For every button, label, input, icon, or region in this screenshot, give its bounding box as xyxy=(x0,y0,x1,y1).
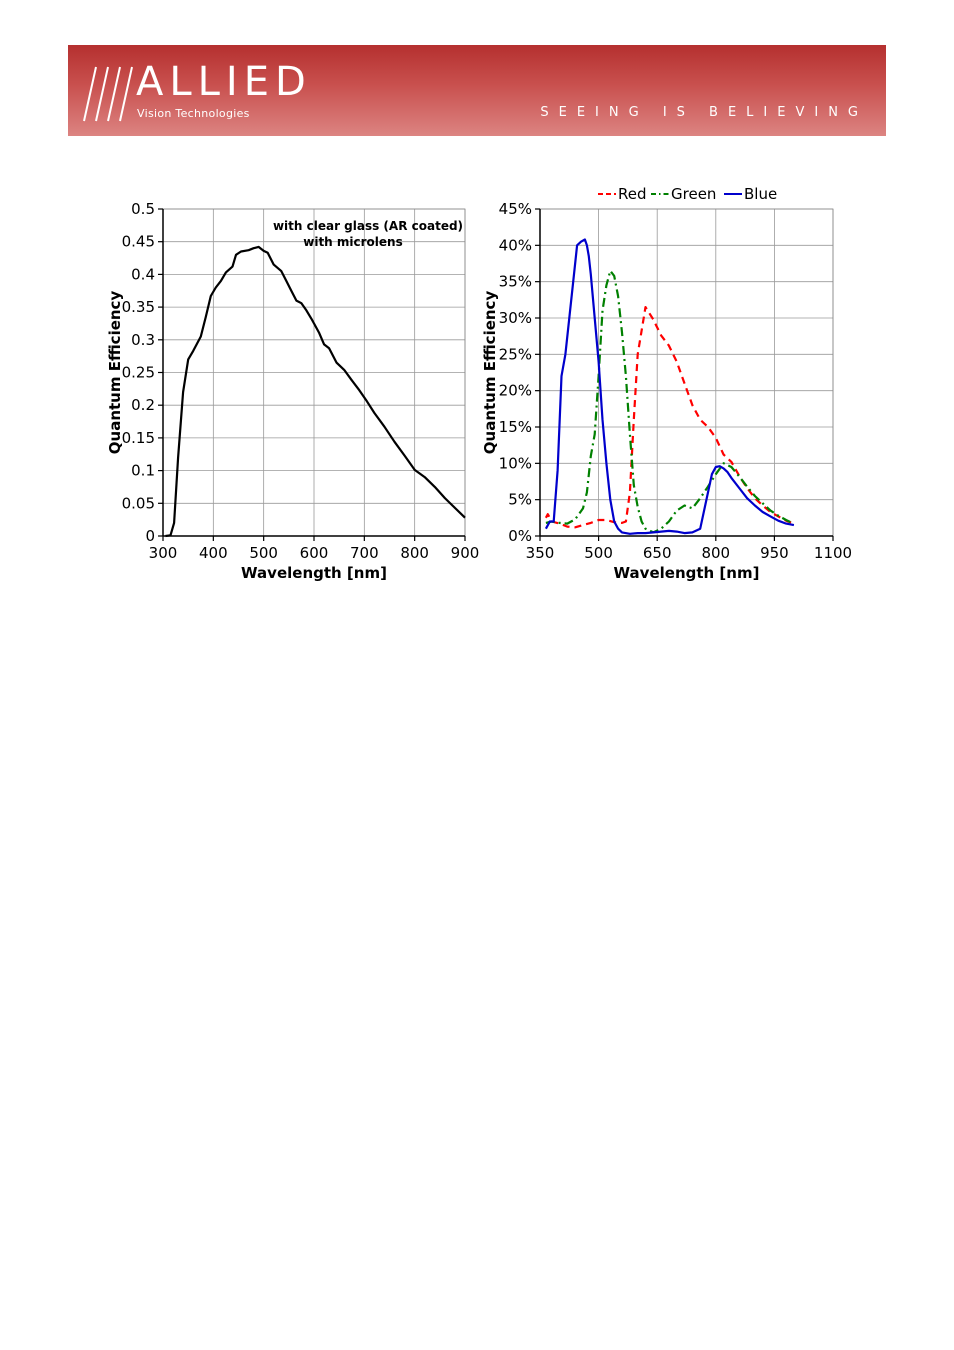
series-line-0 xyxy=(165,245,466,538)
header-banner: ALLIED Vision Technologies SEEING IS BEL… xyxy=(68,45,886,136)
x-tick-label: 600 xyxy=(300,544,329,562)
y-tick-label: 0 xyxy=(145,527,155,545)
x-tick-label: 800 xyxy=(701,544,730,562)
y-tick-label: 35% xyxy=(499,273,532,291)
qe-mono-chart: 300 400 500 600 700 800 900 0 0.05 0.1 0.15 0.2 0.25… xyxy=(106,200,480,582)
y-tick-label: 40% xyxy=(499,236,532,254)
plot-frame xyxy=(539,208,834,537)
y-tick-label: 0.3 xyxy=(131,331,155,349)
annotation-line-1: with clear glass (AR coated) xyxy=(273,219,463,233)
x-tick-label: 500 xyxy=(249,544,278,562)
x-tick-label: 950 xyxy=(760,544,789,562)
y-tick-label: 0.5 xyxy=(131,200,155,218)
annotation-line-2: with microlens xyxy=(303,235,403,249)
x-tick-label: 300 xyxy=(149,544,178,562)
y-tick-label: 0.35 xyxy=(122,298,155,316)
logo-slashes-icon xyxy=(83,66,133,122)
tagline: SEEING IS BELIEVING xyxy=(540,105,868,120)
x-tick-label: 400 xyxy=(199,544,228,562)
y-tick-label: 45% xyxy=(499,200,532,218)
x-axis-label: Wavelength [nm] xyxy=(241,564,387,582)
y-tick-label: 0.45 xyxy=(122,233,155,251)
x-tick-label: 1100 xyxy=(814,544,852,562)
x-tick-label: 350 xyxy=(526,544,555,562)
y-tick-label: 20% xyxy=(499,382,532,400)
y-tick-label: 0.15 xyxy=(122,429,155,447)
legend-label-red: Red xyxy=(618,185,647,203)
series-line-blue xyxy=(544,238,795,535)
legend-label-green: Green xyxy=(671,185,716,203)
series-line-red xyxy=(544,305,795,529)
legend-label-blue: Blue xyxy=(744,185,777,203)
x-tick-label: 700 xyxy=(350,544,379,562)
x-tick-label: 800 xyxy=(400,544,429,562)
y-tick-label: 10% xyxy=(499,454,532,472)
y-tick-label: 0% xyxy=(508,527,532,545)
legend: Red Green Blue xyxy=(598,185,777,203)
brand-subtitle: Vision Technologies xyxy=(137,107,250,120)
x-axis-label: Wavelength [nm] xyxy=(614,564,760,582)
brand-name: ALLIED xyxy=(136,59,312,105)
y-tick-label: 0.05 xyxy=(122,494,155,512)
series-line-green xyxy=(545,269,795,534)
y-axis-label: Quantum Efficiency xyxy=(106,291,124,455)
x-tick-label: 900 xyxy=(451,544,480,562)
y-axis-label: Quantum Efficiency xyxy=(481,291,499,455)
y-tick-label: 0.4 xyxy=(131,265,155,283)
y-tick-label: 30% xyxy=(499,309,532,327)
qe-color-chart: 350 500 650 800 950 1100 0% 5% 10% 15% 20% 25% 30% 35… xyxy=(481,185,852,582)
y-tick-label: 0.2 xyxy=(131,396,155,414)
y-tick-label: 15% xyxy=(499,418,532,436)
y-tick-label: 5% xyxy=(508,491,532,509)
y-tick-label: 0.25 xyxy=(122,364,155,382)
x-tick-label: 500 xyxy=(584,544,613,562)
y-tick-label: 0.1 xyxy=(131,462,155,480)
y-tick-label: 25% xyxy=(499,345,532,363)
x-tick-label: 650 xyxy=(643,544,672,562)
